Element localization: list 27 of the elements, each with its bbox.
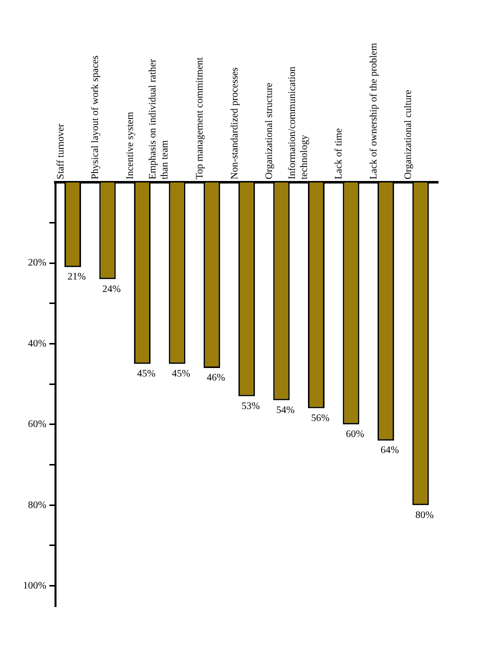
x-tick-label: Physical layout of work spaces	[90, 55, 102, 180]
data-label: 64%	[380, 445, 399, 456]
x-tick-label: Information/communication technology	[286, 66, 310, 180]
x-tick-label: Staff turnover	[55, 123, 66, 180]
y-tick-label: 40%	[28, 338, 46, 350]
x-tick-label: Emphasis on individual rather than team	[148, 58, 171, 180]
data-label: 45%	[137, 368, 156, 380]
x-tick-label: Lack of time	[334, 128, 345, 180]
data-label: 54%	[276, 404, 295, 416]
x-tick-label: Non-standardized processes	[229, 67, 240, 180]
data-label: 46%	[206, 372, 226, 384]
x-tick-label: Top management commitment	[194, 57, 206, 180]
x-tick-label: Organizational structure	[264, 82, 276, 180]
data-label: 45%	[172, 368, 190, 380]
data-label: 60%	[346, 429, 364, 440]
y-tick-label: 100%	[22, 580, 46, 592]
y-tick-label: 20%	[28, 258, 46, 269]
x-tick-label: Incentive system	[124, 112, 136, 180]
y-tick-label: 80%	[28, 500, 46, 511]
x-tick-label: Lack of ownership of the problem	[368, 42, 380, 180]
data-label: 80%	[415, 510, 434, 521]
x-tick-label: Organizational culture	[403, 89, 414, 180]
data-label: 21%	[68, 272, 86, 283]
data-label: 24%	[102, 284, 121, 295]
data-label: 53%	[241, 400, 260, 412]
y-tick-label: 60%	[28, 419, 46, 430]
data-label: 56%	[311, 412, 330, 424]
